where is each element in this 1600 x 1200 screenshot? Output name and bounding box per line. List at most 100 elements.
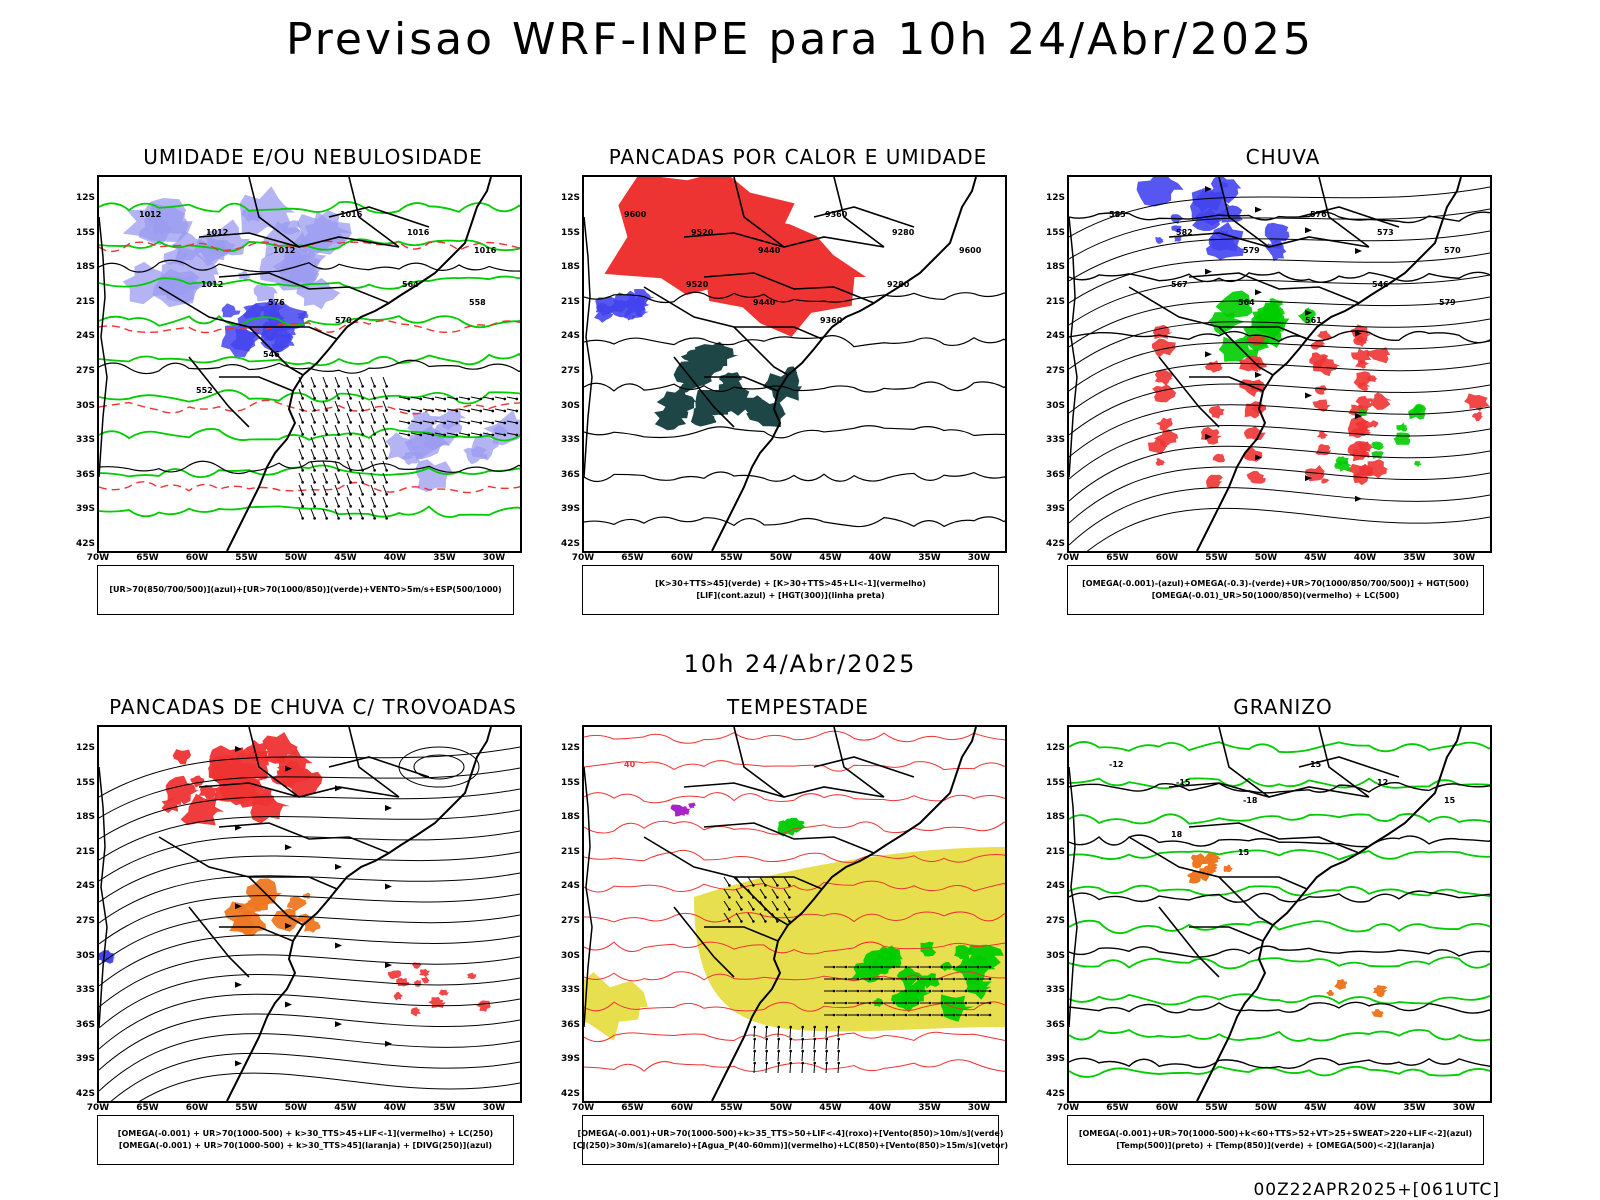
temp-850-contour xyxy=(1069,993,1490,1006)
wind-vector-head xyxy=(301,433,304,436)
wind-vector-head xyxy=(892,977,896,981)
wind-vector xyxy=(298,448,304,459)
wind-vector-head xyxy=(301,469,304,472)
wind-vector-head xyxy=(916,1001,920,1005)
wind-vector xyxy=(370,472,376,483)
wind-vector-head xyxy=(952,965,956,969)
coastline xyxy=(1196,727,1462,1101)
streamline-250 xyxy=(110,1052,520,1101)
wind-vector-head xyxy=(385,385,388,388)
wind-vector-850 xyxy=(777,1026,780,1038)
legend-box: [UR>70(850/700/500)](azul)+[UR>70(1000/8… xyxy=(97,565,514,615)
precipitable-water-contour xyxy=(584,1059,1005,1073)
temp-500-contour xyxy=(1069,834,1490,848)
wind-vector-head xyxy=(952,1013,956,1017)
omega-strong-area xyxy=(1267,298,1285,310)
contour-label: -12 xyxy=(1109,760,1123,769)
wind-850-area xyxy=(871,957,895,976)
state-border xyxy=(328,206,430,228)
wind-vector-head xyxy=(789,1049,793,1053)
wind-vector-head xyxy=(825,1049,829,1053)
wind-vector-head xyxy=(313,481,316,484)
west-coastline xyxy=(584,216,593,478)
mid-title: 10h 24/Abr/2025 xyxy=(683,650,917,678)
streamline-250 xyxy=(139,1072,520,1101)
wind-vector xyxy=(346,484,352,495)
wind-vector xyxy=(322,508,328,519)
wind-vector-head xyxy=(337,421,340,424)
state-border xyxy=(249,876,338,890)
wind-850-area xyxy=(918,973,940,989)
wind-vector-head xyxy=(801,1049,805,1053)
panel-pancadas-trovoadas: PANCADAS DE CHUVA C/ TROVOADAS 12S 15S 18S… xyxy=(75,695,551,1175)
streamline-250 xyxy=(99,746,520,798)
wind-vector-head xyxy=(904,977,908,981)
wind-vector-head xyxy=(776,908,779,911)
wind-vector xyxy=(398,408,409,412)
contour-label: 546 xyxy=(263,350,280,359)
height-300-contour xyxy=(584,381,1005,393)
wind-vector-head xyxy=(301,457,304,460)
omega-ur-area xyxy=(1153,429,1178,447)
omega-ur-area xyxy=(1154,369,1174,386)
wind-vector xyxy=(346,508,352,519)
lon-tick-label: 30W xyxy=(482,553,506,563)
lat-tick-label: 30S xyxy=(75,400,95,411)
wind-vector-head xyxy=(443,397,447,401)
streamline-arrow xyxy=(285,844,292,851)
streamline-arrow xyxy=(1355,495,1362,502)
wind-vector-head xyxy=(844,1013,848,1017)
wind-vector-head xyxy=(976,977,980,981)
omega-ur-area xyxy=(1312,399,1331,412)
wind-vector-850 xyxy=(783,912,790,922)
wind-vector xyxy=(506,396,517,400)
state-border xyxy=(248,727,300,798)
wind-850-area xyxy=(920,941,937,957)
lon-tick-label: 35W xyxy=(918,553,941,563)
contour-label: -15 xyxy=(1176,778,1191,787)
wind-vector xyxy=(398,396,409,400)
wind-vector-850 xyxy=(765,1050,768,1062)
streamline-arrow xyxy=(285,1001,292,1008)
streamline-arrow xyxy=(1205,433,1212,440)
legend-box: [OMEGA(-0.001)+UR>70(1000-500)+k>35_TTS>… xyxy=(573,1115,1008,1165)
wind-vector-850 xyxy=(735,912,742,922)
contour-label: 9520 xyxy=(691,228,714,237)
wind-vector-head xyxy=(832,1013,836,1017)
precipitable-water-contour xyxy=(584,849,1005,863)
wind-vector-head xyxy=(740,920,743,923)
wind-vector-head xyxy=(361,421,364,424)
omega-ur-area xyxy=(1357,381,1371,391)
panel-title: GRANIZO xyxy=(1233,695,1333,719)
wind-vector-head xyxy=(431,397,435,401)
wind-vector xyxy=(358,448,364,459)
wind-vector xyxy=(446,420,457,424)
wind-vector-head xyxy=(337,493,340,496)
pressure-contour xyxy=(99,460,520,475)
wind-vector xyxy=(358,460,364,471)
contour-label: 1012 xyxy=(139,210,161,219)
omega-ur-area xyxy=(1360,427,1371,436)
streamline-arrow xyxy=(1305,309,1312,316)
wind-vector-head xyxy=(776,920,779,923)
circulation-center xyxy=(413,754,465,780)
wind-vector-head xyxy=(325,385,328,388)
wind-vector-head xyxy=(503,409,507,413)
wind-vector-head xyxy=(361,481,364,484)
thunderstorm-area xyxy=(262,732,299,764)
wind-vector-850 xyxy=(825,1038,828,1050)
wind-vector xyxy=(410,408,421,412)
wind-vector xyxy=(322,412,328,423)
lat-tick-label: 42S xyxy=(1045,1089,1065,1099)
contour-label: 9360 xyxy=(820,316,843,325)
lon-tick-label: 50W xyxy=(1254,553,1278,563)
map-area: 1012 1012 1012 1016 1016 1016 1012 576 570 564 558… xyxy=(97,175,522,553)
wind-vector xyxy=(346,436,352,447)
wind-vector xyxy=(346,496,352,507)
thunderstorm-area xyxy=(165,775,199,805)
wind-vector-head xyxy=(868,1001,872,1005)
wind-vector-head xyxy=(515,397,519,401)
lon-tick-label: 40W xyxy=(868,1103,892,1113)
wind-vector-850 xyxy=(771,888,778,898)
wind-vector-head xyxy=(349,421,352,424)
